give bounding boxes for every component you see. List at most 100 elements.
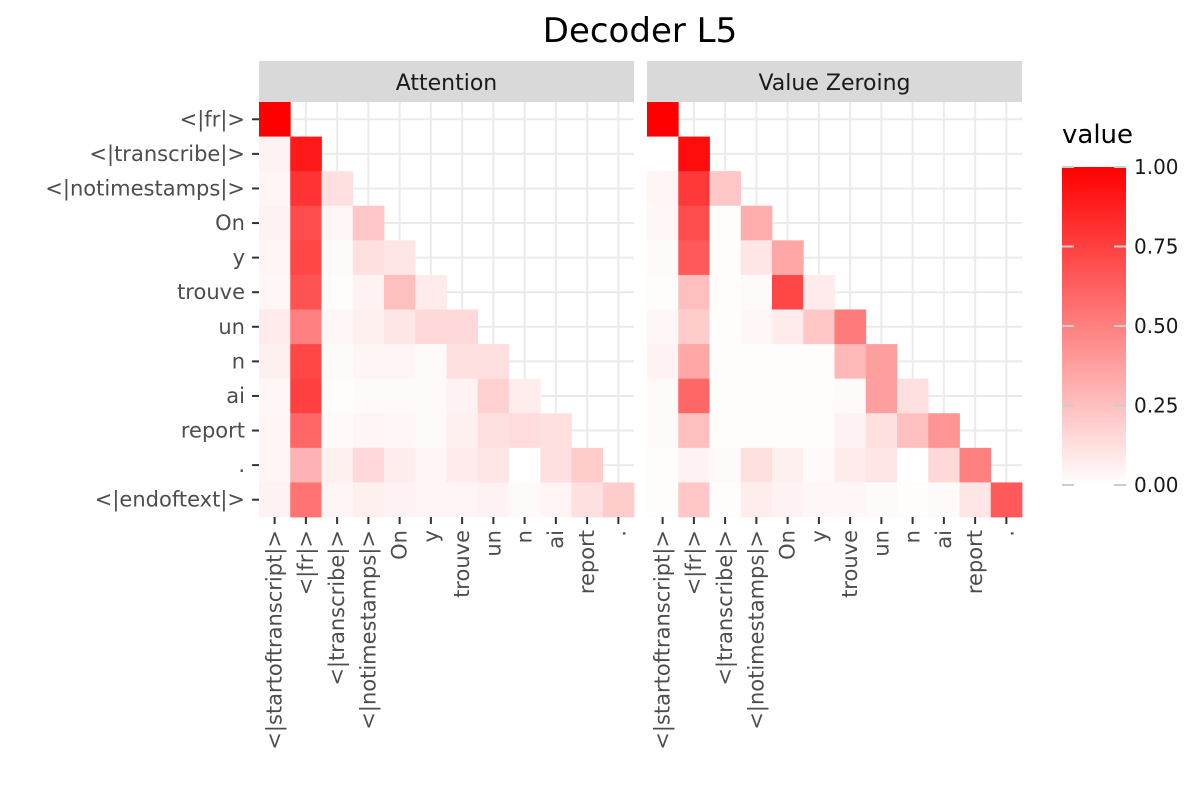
heatmap-cell [509, 482, 541, 518]
x-axis: <|startoftranscript|> <|fr|> <|transcribe|… [651, 517, 1018, 750]
heatmap-cell [678, 136, 710, 172]
heatmap-cell [352, 413, 385, 449]
heatmap-cell [709, 274, 742, 310]
heatmap-cell [647, 447, 679, 483]
heatmap-cell [321, 240, 354, 276]
x-tick-label: trouve [450, 530, 474, 598]
heatmap-cell [772, 378, 804, 414]
heatmap-cell [509, 378, 541, 414]
heatmap-cell [865, 344, 898, 380]
heatmap-cell [709, 447, 742, 483]
x-tick-label: . [994, 530, 1018, 537]
heatmap-cell [678, 482, 710, 518]
heatmap-cell [740, 205, 773, 241]
heatmap-cell [259, 205, 291, 241]
heatmap-cell [647, 482, 679, 518]
heatmap-cell [415, 309, 447, 345]
heatmap-cell [709, 344, 742, 380]
heatmap-cell [959, 447, 992, 483]
heatmap-cell [740, 378, 773, 414]
heatmap-cell [352, 240, 385, 276]
heatmap-cell [415, 482, 447, 518]
heatmap-cell [928, 413, 960, 449]
legend-tick-label: 0.00 [1134, 473, 1179, 497]
x-tick-label: report [963, 530, 987, 594]
heatmap-cell [709, 171, 742, 207]
heatmap-cell [709, 240, 742, 276]
heatmap-cell [740, 274, 773, 310]
heatmap-cell [352, 482, 385, 518]
heatmap-cell [897, 413, 929, 449]
y-tick-label: trouve [177, 280, 245, 304]
y-tick-label: n [232, 349, 245, 373]
heatmap-cell [290, 171, 322, 207]
x-tick-label: ai [544, 530, 568, 549]
heatmap-cell [709, 309, 742, 345]
heatmap-cell [477, 413, 510, 449]
heatmap-cell [384, 344, 416, 380]
facet-strip-label: Value Zeroing [758, 71, 910, 96]
heatmap-cell [477, 482, 510, 518]
heatmap-cell [259, 482, 291, 518]
heatmap-cell [803, 482, 835, 518]
heatmap-cell [290, 413, 322, 449]
legend: value 1.00 0.75 0.50 0.25 0.00 [1062, 120, 1179, 497]
heatmap-cell [647, 378, 679, 414]
x-tick-label: ai [932, 530, 956, 549]
heatmap-cell [740, 447, 773, 483]
heatmap-cell [384, 413, 416, 449]
heatmap-cell [678, 274, 710, 310]
heatmap-cell [415, 344, 447, 380]
heatmap-cell [928, 482, 960, 518]
heatmap-cell [540, 413, 572, 449]
y-tick-label: <|fr|> [180, 107, 245, 132]
x-tick-label: <|notimestamps|> [744, 530, 769, 730]
heatmap-cell [772, 274, 804, 310]
heatmap-cell [865, 378, 898, 414]
y-tick-label: . [238, 453, 245, 477]
heatmap-cell [740, 240, 773, 276]
heatmap-cell [415, 274, 447, 310]
x-tick-label: On [776, 530, 800, 560]
x-tick-label: trouve [838, 530, 862, 598]
heatmap-cell [678, 378, 710, 414]
heatmap-cell [259, 136, 291, 172]
heatmap-cell [446, 447, 479, 483]
heatmap-cell [540, 482, 572, 518]
heatmap-cell [897, 482, 929, 518]
x-tick-label: un [481, 530, 505, 557]
heatmap-cell [834, 447, 867, 483]
facet-strip-label: Attention [396, 71, 498, 96]
heatmap-cell [647, 309, 679, 345]
heatmap-cell [740, 413, 773, 449]
heatmap-cell [290, 136, 322, 172]
heatmap-cell [477, 378, 510, 414]
heatmap-cell [290, 447, 322, 483]
heatmap-cell [259, 274, 291, 310]
heatmap-cell [571, 447, 604, 483]
heatmap-cell [772, 482, 804, 518]
heatmap-cell [803, 274, 835, 310]
y-tick-label: <|transcribe|> [89, 142, 245, 167]
heatmap-cell [834, 344, 867, 380]
x-tick-label: . [606, 530, 630, 537]
panels: Attention <|startoftranscript|> <|fr|> <|tr… [45, 61, 1023, 750]
heatmap-cell [290, 205, 322, 241]
heatmap-cell [803, 447, 835, 483]
chart-title: Decoder L5 [543, 11, 737, 51]
x-tick-label: y [807, 530, 831, 542]
facet-strip [259, 61, 634, 102]
x-tick-label: un [869, 530, 893, 557]
heatmap-cell [352, 309, 385, 345]
y-tick-label: report [181, 419, 245, 443]
heatmap-cell [897, 378, 929, 414]
heatmap-cell [678, 413, 710, 449]
heatmap-cell [384, 274, 416, 310]
heatmap-cell [647, 171, 679, 207]
legend-tick-label: 0.75 [1134, 235, 1179, 259]
heatmap-cell [678, 447, 710, 483]
heatmap-cell [290, 240, 322, 276]
heatmap-cell [772, 309, 804, 345]
heatmap-cell [602, 482, 635, 518]
